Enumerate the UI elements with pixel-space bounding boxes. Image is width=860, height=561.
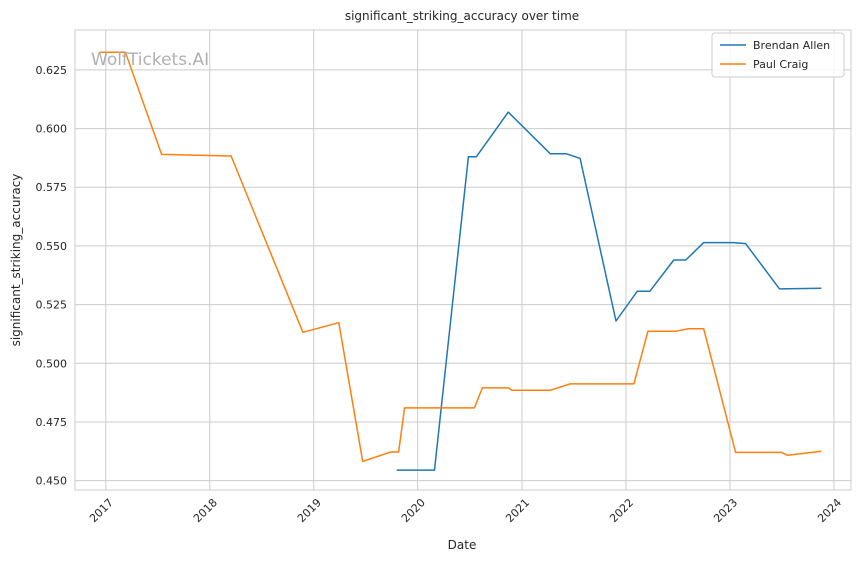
y-tick-label: 0.525 — [36, 299, 68, 312]
legend: Brendan Allen Paul Craig — [711, 32, 845, 78]
legend-label-brendan-allen: Brendan Allen — [753, 39, 830, 52]
y-axis-ticks: 0.450 0.475 0.500 0.525 0.550 0.575 0.600 0.625 — [36, 64, 68, 488]
series-line-brendan-allen — [396, 111, 822, 471]
y-tick-label: 0.550 — [36, 240, 68, 253]
y-tick-label: 0.575 — [36, 181, 68, 194]
series-lines — [99, 51, 822, 471]
y-tick-label: 0.450 — [36, 475, 68, 488]
legend-box — [711, 32, 845, 78]
x-axis-label: Date — [448, 538, 477, 552]
y-tick-label: 0.500 — [36, 357, 68, 370]
y-tick-label: 0.625 — [36, 64, 68, 77]
gridlines — [75, 30, 851, 490]
legend-label-paul-craig: Paul Craig — [753, 58, 808, 71]
plot-area — [74, 29, 852, 491]
y-tick-label: 0.600 — [36, 123, 68, 136]
y-axis-label: significant_striking_accuracy — [9, 174, 23, 347]
watermark: WolfTickets.AI — [91, 50, 209, 70]
plot-background — [75, 30, 851, 490]
plot-frame — [74, 29, 852, 491]
y-tick-label: 0.475 — [36, 416, 68, 429]
chart-title: significant_striking_accuracy over time — [345, 9, 579, 23]
series-line-paul-craig — [99, 51, 822, 463]
